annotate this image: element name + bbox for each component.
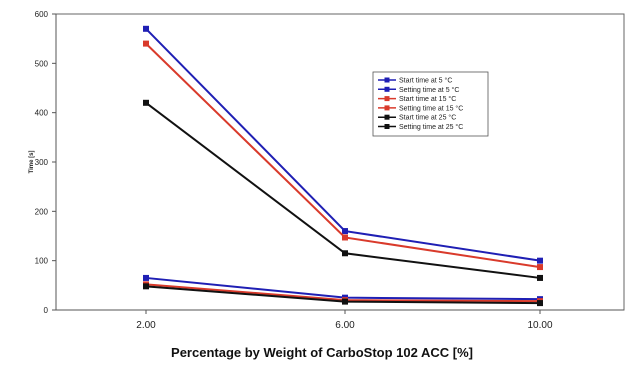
series-3 [143, 40, 543, 271]
legend-label: Setting time at 15 °C [399, 104, 463, 112]
x-tick-label: 6.00 [335, 320, 355, 331]
legend-marker [384, 105, 390, 111]
data-point [342, 298, 348, 305]
legend-marker [384, 77, 390, 83]
x-axis-label: Percentage by Weight of CarboStop 102 AC… [171, 345, 473, 360]
y-tick-label: 600 [35, 10, 49, 19]
data-point [342, 250, 348, 257]
series-6 [143, 283, 543, 307]
y-tick-label: 200 [35, 207, 49, 216]
y-tick-label: 0 [44, 306, 49, 315]
data-point [342, 234, 348, 241]
legend-marker [384, 96, 390, 102]
data-point [537, 274, 543, 281]
data-point [143, 40, 149, 47]
legend-box [372, 71, 489, 137]
legend-label: Start time at 5 °C [399, 77, 452, 85]
data-point [143, 25, 149, 32]
legend-label: Start time at 15 °C [399, 95, 456, 103]
x-tick-label: 2.00 [136, 320, 156, 331]
series-5 [143, 99, 543, 281]
plot-area [55, 13, 625, 311]
data-point [537, 264, 543, 271]
legend-label: Setting time at 25 °C [399, 123, 463, 131]
y-axis-ticks: 0 100 200 300 400 500 600 [35, 10, 56, 315]
y-tick-label: 400 [35, 109, 49, 118]
x-axis-ticks: 2.00 6.00 10.00 [136, 310, 553, 331]
legend-marker [384, 86, 390, 92]
data-point [143, 274, 149, 281]
data-point [537, 257, 543, 264]
data-point [342, 228, 348, 235]
legend-marker [384, 114, 390, 120]
series-lines [143, 25, 543, 307]
y-tick-label: 300 [35, 158, 49, 167]
y-tick-label: 100 [35, 257, 49, 266]
series-1 [143, 25, 543, 264]
data-point [143, 99, 149, 106]
legend-label: Setting time at 5 °C [399, 86, 459, 94]
y-axis-label: Time [s] [29, 151, 35, 174]
x-tick-label: 10.00 [527, 320, 552, 331]
data-point [143, 283, 149, 290]
legend-label: Start time at 25 °C [399, 114, 456, 122]
legend-marker [384, 124, 390, 129]
y-tick-label: 500 [35, 59, 49, 68]
data-point [537, 300, 543, 307]
